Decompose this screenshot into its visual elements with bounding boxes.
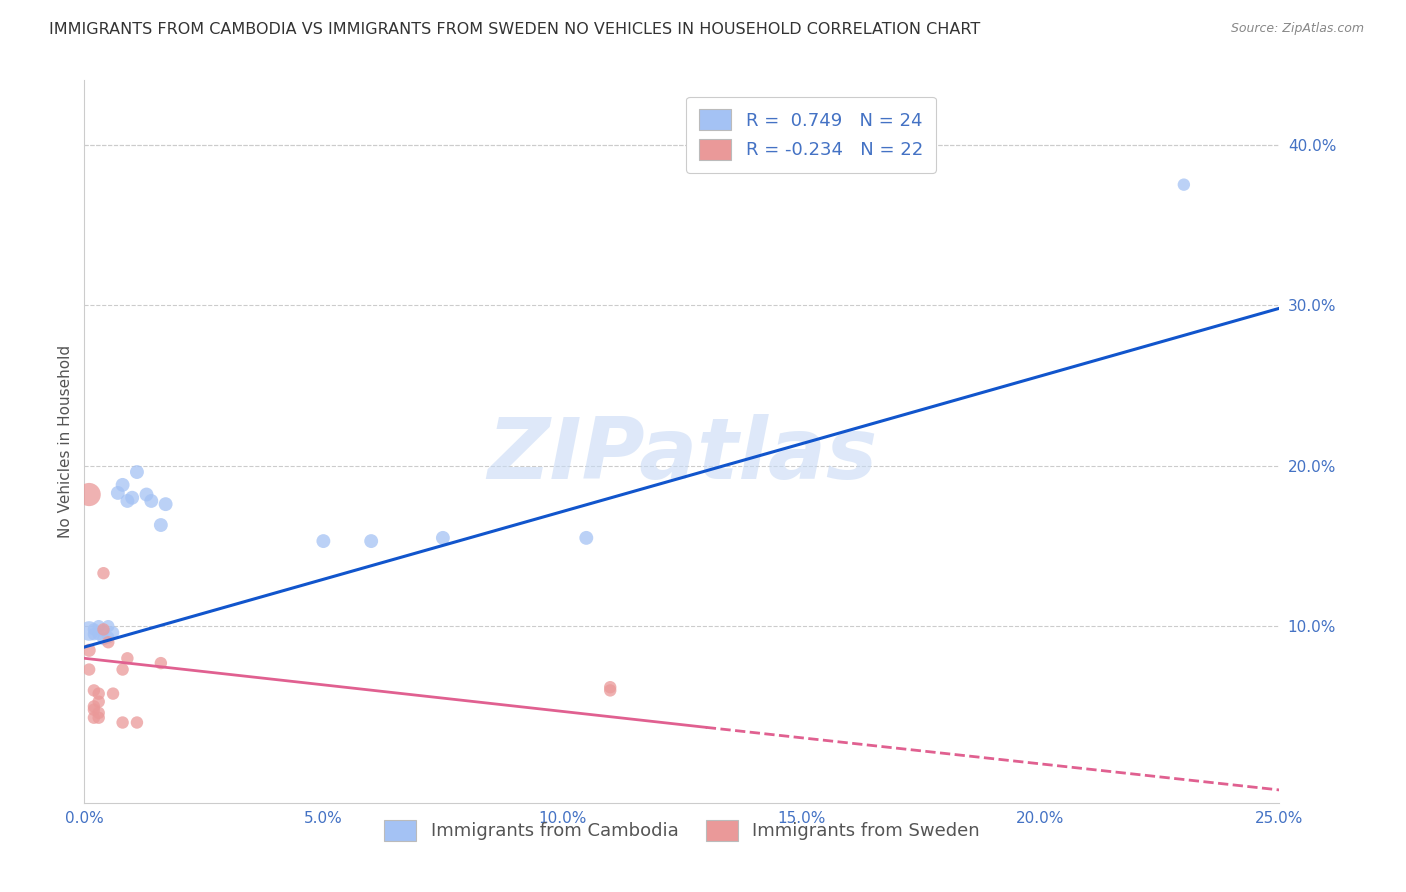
Point	[125, 715, 148, 730]
Point	[117, 494, 139, 508]
Point	[360, 534, 382, 549]
Point	[87, 711, 110, 725]
Point	[87, 627, 110, 641]
Point	[97, 619, 120, 633]
Point	[97, 635, 120, 649]
Text: IMMIGRANTS FROM CAMBODIA VS IMMIGRANTS FROM SWEDEN NO VEHICLES IN HOUSEHOLD CORR: IMMIGRANTS FROM CAMBODIA VS IMMIGRANTS F…	[49, 22, 980, 37]
Point	[117, 651, 139, 665]
Point	[87, 687, 110, 701]
Point	[83, 699, 105, 714]
Point	[77, 643, 100, 657]
Point	[83, 703, 105, 717]
Point	[432, 531, 454, 545]
Legend: Immigrants from Cambodia, Immigrants from Sweden: Immigrants from Cambodia, Immigrants fro…	[377, 813, 987, 848]
Text: Source: ZipAtlas.com: Source: ZipAtlas.com	[1230, 22, 1364, 36]
Point	[101, 625, 124, 640]
Point	[83, 683, 105, 698]
Point	[83, 711, 105, 725]
Point	[77, 487, 100, 501]
Point	[155, 497, 177, 511]
Point	[101, 687, 124, 701]
Point	[135, 487, 157, 501]
Point	[93, 632, 115, 646]
Point	[599, 680, 621, 694]
Point	[93, 623, 115, 637]
Text: ZIPatlas: ZIPatlas	[486, 415, 877, 498]
Point	[599, 683, 621, 698]
Point	[93, 566, 115, 581]
Y-axis label: No Vehicles in Household: No Vehicles in Household	[58, 345, 73, 538]
Point	[87, 695, 110, 709]
Point	[107, 486, 129, 500]
Point	[125, 465, 148, 479]
Point	[111, 663, 134, 677]
Point	[1173, 178, 1195, 192]
Point	[312, 534, 335, 549]
Point	[111, 478, 134, 492]
Point	[77, 624, 100, 638]
Point	[87, 706, 110, 720]
Point	[149, 656, 172, 670]
Point	[121, 491, 143, 505]
Point	[111, 715, 134, 730]
Point	[83, 623, 105, 637]
Point	[77, 663, 100, 677]
Point	[149, 518, 172, 533]
Point	[575, 531, 598, 545]
Point	[141, 494, 163, 508]
Point	[87, 619, 110, 633]
Point	[97, 631, 120, 645]
Point	[93, 624, 115, 638]
Point	[83, 627, 105, 641]
